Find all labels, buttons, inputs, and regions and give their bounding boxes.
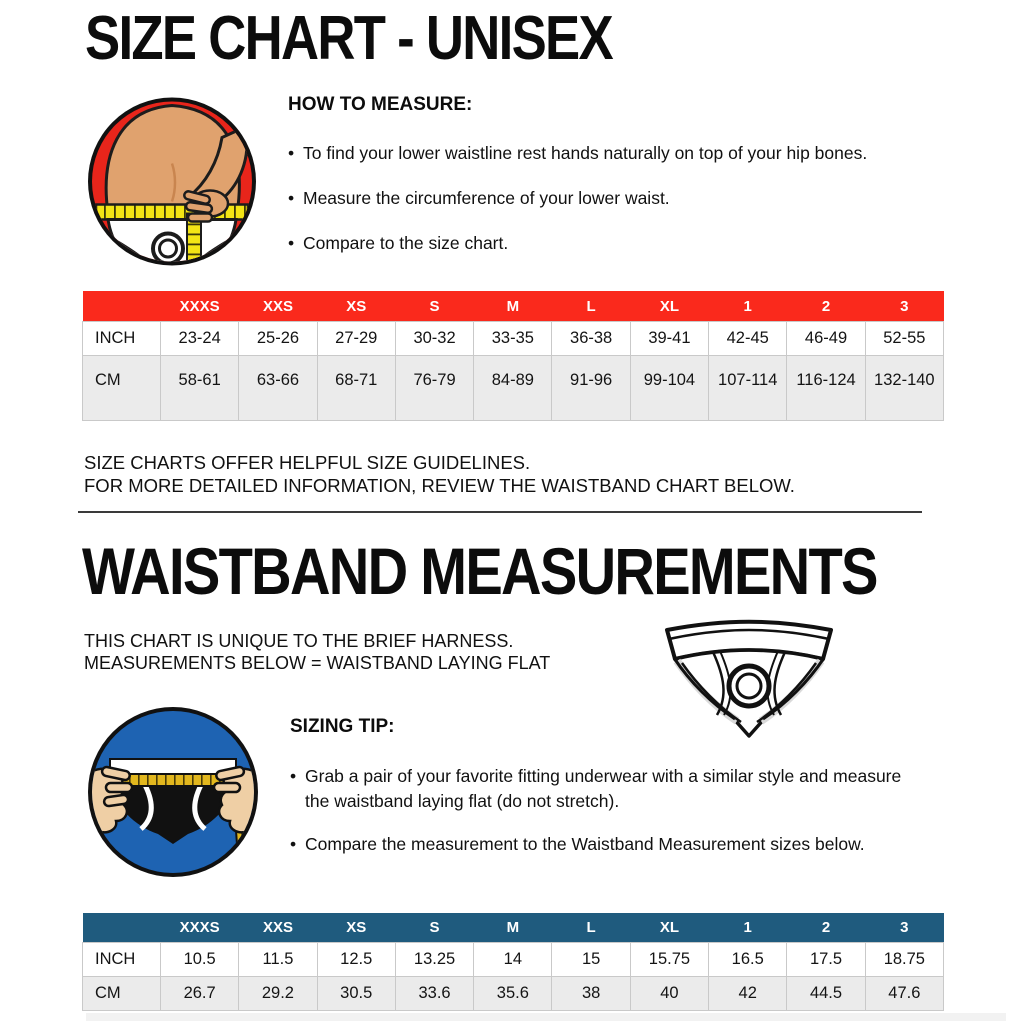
size-value-cell: 44.5: [786, 976, 866, 1011]
sizing-tip-bullet: Grab a pair of your favorite fitting und…: [290, 764, 920, 814]
size-column-header: XXXS: [179, 919, 220, 936]
size-value-cell: 40: [629, 976, 710, 1011]
unisex-size-table: XXXS XXS XS S M L XL 1 2 3 INCH 23-24 25-26 27-29 30-3…: [82, 291, 945, 421]
size-column-header: M: [506, 297, 520, 315]
size-column-header: XXS: [262, 297, 293, 315]
waistband-note: THIS CHART IS UNIQUE TO THE BRIEF HARNES…: [84, 630, 550, 674]
how-to-measure-section: HOW TO MEASURE: To find your lower waist…: [288, 94, 938, 253]
size-value-cell: 33-35: [473, 321, 553, 356]
size-value-cell: 23-24: [159, 321, 240, 356]
brief-product-illustration: [665, 619, 833, 738]
size-column-header: XL: [659, 297, 680, 315]
corner-cell: [83, 291, 161, 322]
size-value-cell: 132-140: [864, 355, 945, 421]
page-title: SIZE CHART - UNISEX: [85, 4, 614, 73]
size-value-cell: 35.6: [473, 976, 553, 1011]
note-line: FOR MORE DETAILED INFORMATION, REVIEW TH…: [84, 475, 795, 496]
how-to-measure-heading: HOW TO MEASURE:: [288, 94, 473, 115]
size-column-header: 3: [900, 297, 909, 315]
size-column-header: 3: [900, 919, 909, 936]
row-label: CM: [82, 976, 161, 1011]
size-value-cell: 42: [708, 976, 788, 1011]
size-value-cell: 39-41: [629, 321, 710, 356]
waistband-measurement-table: XXXS XXS XS S M L XL 1 2 3 INCH 10.5 11.5 12.5 13.25 14…: [82, 913, 945, 1011]
sizing-tip-list: Grab a pair of your favorite fitting und…: [290, 764, 950, 857]
size-column-header: S: [429, 919, 440, 936]
how-to-measure-bullet: Compare to the size chart.: [288, 233, 938, 253]
size-value-cell: 25-26: [238, 321, 318, 356]
size-value-cell: 11.5: [238, 942, 318, 977]
size-value-cell: 30-32: [394, 321, 475, 356]
waistband-section-title: WAISTBAND MEASUREMENTS: [82, 534, 878, 608]
size-value-cell: 29.2: [238, 976, 318, 1011]
size-value-cell: 91-96: [551, 355, 631, 421]
size-header-row: XXXS XXS XS S M L XL 1 2 3: [82, 913, 944, 943]
how-to-measure-bullet: Measure the circumference of your lower …: [288, 188, 938, 208]
size-value-cell: 99-104: [629, 355, 710, 421]
size-value-cell: 13.25: [394, 942, 475, 977]
row-label: CM: [82, 355, 161, 421]
sizing-tip-heading: SIZING TIP:: [290, 716, 395, 737]
note-line: THIS CHART IS UNIQUE TO THE BRIEF HARNES…: [84, 631, 514, 651]
size-value-cell: 33.6: [394, 976, 475, 1011]
size-value-cell: 27-29: [316, 321, 396, 356]
size-value-cell: 116-124: [786, 355, 866, 421]
size-column-header: XXXS: [179, 297, 220, 315]
measuring-waist-illustration: [88, 97, 256, 266]
size-value-cell: 58-61: [159, 355, 240, 421]
size-value-cell: 15: [551, 942, 631, 977]
size-column-header: XL: [659, 919, 680, 936]
size-header-row: XXXS XXS XS S M L XL 1 2 3: [82, 291, 944, 322]
brief-flat-measure-illustration: [88, 707, 258, 877]
note-line: SIZE CHARTS OFFER HELPFUL SIZE GUIDELINE…: [84, 452, 531, 473]
size-value-cell: 52-55: [864, 321, 945, 356]
size-column-header: 1: [743, 919, 752, 936]
bottom-strip: [86, 1013, 1006, 1021]
size-column-header: XXS: [262, 919, 293, 936]
size-value-cell: 26.7: [159, 976, 240, 1011]
size-column-header: 2: [821, 297, 831, 315]
size-value-cell: 14: [473, 942, 553, 977]
size-value-cell: 84-89: [473, 355, 553, 421]
size-column-header: M: [506, 919, 520, 936]
size-value-cell: 18.75: [864, 942, 945, 977]
size-value-cell: 47.6: [864, 976, 945, 1011]
section-divider: [78, 511, 922, 513]
sizing-tip-section: SIZING TIP: Grab a pair of your favorite…: [290, 716, 950, 857]
measurement-row-inch: INCH 10.5 11.5 12.5 13.25 14 15 15.75 16.5 17.5 18…: [82, 942, 945, 977]
corner-cell: [83, 913, 161, 943]
how-to-measure-list: To find your lower waistline rest hands …: [288, 143, 938, 253]
size-column-header: XS: [346, 919, 367, 936]
size-value-cell: 17.5: [786, 942, 866, 977]
size-column-header: L: [586, 297, 596, 315]
size-value-cell: 107-114: [708, 355, 788, 421]
size-value-cell: 38: [551, 976, 631, 1011]
size-column-header: S: [429, 297, 440, 315]
size-value-cell: 46-49: [786, 321, 866, 356]
size-guidelines-note: SIZE CHARTS OFFER HELPFUL SIZE GUIDELINE…: [84, 451, 795, 497]
size-column-header: 2: [821, 919, 831, 936]
row-label: INCH: [82, 942, 161, 977]
measurement-row-inch: INCH 23-24 25-26 27-29 30-32 33-35 36-38 39-41 4…: [82, 321, 945, 356]
measurement-row-cm: CM 26.7 29.2 30.5 33.6 35.6 38 40 42 44.5 47.6: [82, 976, 945, 1011]
size-value-cell: 10.5: [159, 942, 240, 977]
size-column-header: L: [586, 919, 596, 936]
size-value-cell: 42-45: [708, 321, 788, 356]
size-value-cell: 15.75: [629, 942, 710, 977]
size-value-cell: 36-38: [551, 321, 631, 356]
how-to-measure-bullet: To find your lower waistline rest hands …: [288, 143, 938, 163]
size-column-header: 1: [743, 297, 752, 315]
size-value-cell: 16.5: [708, 942, 788, 977]
sizing-tip-bullet: Compare the measurement to the Waistband…: [290, 832, 920, 857]
measurement-row-cm: CM 58-61 63-66 68-71 76-79 84-89 91-96 99-104 10…: [82, 355, 945, 421]
size-column-header: XS: [346, 297, 367, 315]
size-value-cell: 68-71: [316, 355, 396, 421]
size-value-cell: 30.5: [316, 976, 396, 1011]
note-line: MEASUREMENTS BELOW = WAISTBAND LAYING FL…: [84, 653, 551, 673]
size-value-cell: 12.5: [316, 942, 396, 977]
size-value-cell: 63-66: [238, 355, 318, 421]
size-value-cell: 76-79: [394, 355, 475, 421]
row-label: INCH: [82, 321, 161, 356]
